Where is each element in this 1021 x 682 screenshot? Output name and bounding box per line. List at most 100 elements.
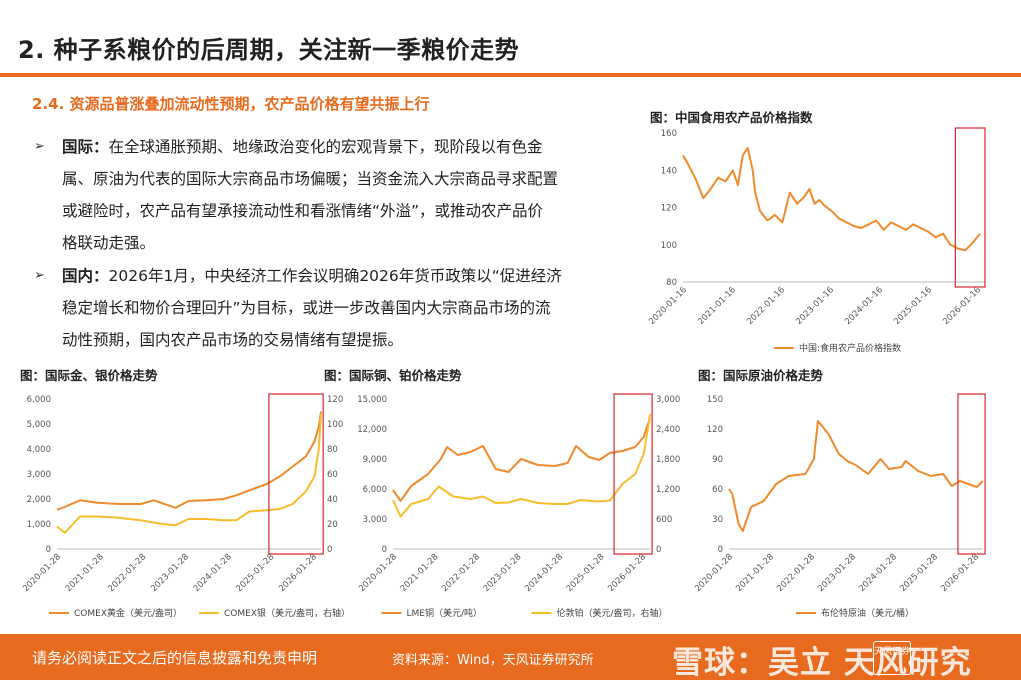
paragraph-lead: 国际： (62, 138, 109, 156)
disclaimer-text: 请务必阅读正文之后的信息披露和免责申明 (32, 649, 318, 667)
x-tick-label: 2025-01-16 (892, 285, 934, 327)
y-tick-label: 30 (712, 515, 723, 525)
y-tick-label: 12,000 (357, 425, 387, 435)
x-tick-label: 2024-01-28 (523, 552, 565, 594)
chart-title-gold-silver: 图：国际金、银价格走势 (20, 368, 158, 383)
chart-cn_agri: 80 100 120 140 160 2020-01-16 2021-01-16 2022-0… (647, 127, 986, 354)
x-tick-label: 2022-01-28 (775, 552, 817, 594)
y-tick-label: 0 (46, 545, 51, 555)
y2-tick-label: 80 (327, 445, 338, 455)
x-tick-label: 2021-01-16 (696, 285, 738, 327)
y2-tick-label: 600 (656, 515, 672, 525)
x-tick-label: 2021-01-28 (64, 552, 106, 594)
paragraph-line: 或避险时，农产品有望承接流动性和看涨情绪“外溢”，或推动农产品价 (62, 202, 544, 220)
series-line-1 (56, 411, 322, 511)
x-tick-label: 2022-01-28 (440, 552, 482, 594)
bullet-arrow-icon: ➢ (34, 139, 45, 154)
x-tick-label: 2023-01-28 (149, 552, 191, 594)
x-tick-label: 2022-01-16 (745, 285, 787, 327)
series-line-2 (56, 413, 322, 534)
y-tick-label: 80 (666, 278, 677, 288)
paragraph-line: 在全球通胀预期、地缘政治变化的宏观背景下，现阶段以有色金 (108, 138, 543, 156)
y-tick-label: 150 (707, 395, 723, 405)
y-tick-label: 90 (712, 455, 723, 465)
paragraph-line: 2026年1月，中央经济工作会议明确2026年货币政策以“促进经济 (108, 267, 562, 285)
x-tick-label: 2023-01-28 (816, 552, 858, 594)
source-text: 资料来源：Wind，天风证券研究所 (392, 653, 594, 668)
footer-bar: 请务必阅读正文之后的信息披露和免责申明 资料来源：Wind，天风证券研究所 雪球… (0, 634, 1021, 681)
y-tick-label: 140 (661, 166, 677, 176)
series-line-1 (682, 146, 981, 252)
chart-title-copper-platinum: 图：国际铜、铂价格走势 (324, 368, 462, 383)
paragraph-line: 属、原油为代表的国际大宗商品市场偏暖；当资金流入大宗商品寻求配置 (62, 170, 559, 188)
series-line-1 (392, 418, 651, 502)
y-tick-label: 15,000 (357, 395, 387, 405)
y-tick-label: 160 (661, 129, 677, 139)
highlight-box (954, 127, 986, 288)
y2-tick-label: 20 (327, 520, 338, 530)
paragraph-line: 稳定增长和物价合理回升”为目标，或进一步改善国内大宗商品市场的流 (62, 299, 551, 317)
x-tick-label: 2023-01-16 (794, 285, 836, 327)
highlight-box (268, 393, 324, 555)
y2-tick-label: 2,400 (656, 425, 680, 435)
y-tick-label: 9,000 (363, 455, 387, 465)
y-tick-label: 3,000 (363, 515, 387, 525)
series-line-2 (392, 413, 651, 518)
paragraph-lead: 国内： (62, 267, 109, 285)
x-tick-label: 2020-01-28 (21, 552, 63, 594)
chart-title-cn-agri: 图：中国食用农产品价格指数 (650, 110, 813, 125)
x-tick-label: 2021-01-28 (399, 552, 441, 594)
highlight-box (613, 393, 653, 555)
paragraph-text: 国际：在全球通胀预期、地缘政治变化的宏观背景下，现阶段以有色金 属、原油为代表的… (62, 131, 632, 259)
y-tick-label: 120 (707, 425, 723, 435)
y2-tick-label: 40 (327, 495, 338, 505)
paragraph-text: 国内：2026年1月，中央经济工作会议明确2026年货币政策以“促进经济 稳定增… (62, 260, 632, 356)
y-tick-label: 100 (661, 241, 677, 251)
title-divider (0, 73, 1021, 77)
y-tick-label: 0 (382, 545, 387, 555)
y2-tick-label: 100 (327, 420, 343, 430)
x-tick-label: 2020-01-16 (647, 285, 689, 327)
x-tick-label: 2025-01-28 (898, 552, 940, 594)
y-tick-label: 3,000 (27, 470, 51, 480)
y-tick-label: 6,000 (363, 485, 387, 495)
x-tick-label: 2020-01-28 (357, 552, 399, 594)
y2-tick-label: 1,200 (656, 485, 680, 495)
chart-gold_silver: 0 1,000 2,000 3,000 4,000 5,000 6,000 0 20 40 60 80… (21, 393, 350, 619)
watermark-text: 雪球：吴立 天风研究 (672, 645, 972, 681)
legend-label: COMEX银（美元/盎司，右轴） (224, 607, 350, 619)
y-tick-label: 60 (712, 485, 723, 495)
bullet-arrow-icon: ➢ (34, 268, 45, 283)
highlight-box (957, 393, 986, 555)
chart-copper_platinum: 0 3,000 6,000 9,000 12,000 15,000 0 600 1,200 1,8… (357, 393, 680, 619)
legend-label: 布伦特原油（美元/桶） (821, 607, 914, 619)
x-tick-label: 2026-01-28 (277, 552, 319, 594)
x-tick-label: 2024-01-16 (843, 285, 885, 327)
x-tick-label: 2025-01-28 (234, 552, 276, 594)
y2-tick-label: 1,800 (656, 455, 680, 465)
x-tick-label: 2025-01-28 (565, 552, 607, 594)
brand-logo: 天风证券 (873, 641, 911, 675)
x-tick-label: 2020-01-28 (693, 552, 735, 594)
paragraph-international: ➢ 国际：在全球通胀预期、地缘政治变化的宏观背景下，现阶段以有色金 属、原油为代… (34, 131, 632, 259)
y2-tick-label: 0 (656, 545, 661, 555)
y2-tick-label: 0 (327, 545, 332, 555)
paragraph-domestic: ➢ 国内：2026年1月，中央经济工作会议明确2026年货币政策以“促进经济 稳… (34, 260, 632, 356)
x-tick-label: 2024-01-28 (192, 552, 234, 594)
page-title: 2. 种子系粮价的后周期，关注新一季粮价走势 (18, 36, 520, 64)
x-tick-label: 2023-01-28 (482, 552, 524, 594)
chart-brent: 0 30 60 90 120 150 2020-01-282021-01-282022-01… (693, 393, 986, 619)
paragraph-line: 动性预期，国内农产品市场的交易情绪有望提振。 (62, 331, 404, 349)
x-tick-label: 2021-01-28 (734, 552, 776, 594)
legend-label: COMEX黄金（美元/盎司） (74, 607, 182, 619)
x-tick-label: 2026-01-28 (939, 552, 981, 594)
x-tick-label: 2026-01-28 (606, 552, 648, 594)
y-tick-label: 0 (718, 545, 723, 555)
legend-label: 伦敦铂（美元/盎司，右轴） (557, 607, 668, 619)
y2-tick-label: 60 (327, 470, 338, 480)
legend-label: LME铜（美元/吨） (407, 607, 483, 619)
y2-tick-label: 120 (327, 395, 343, 405)
y-tick-label: 6,000 (27, 395, 51, 405)
legend-label: 中国:食用农产品价格指数 (799, 342, 901, 354)
